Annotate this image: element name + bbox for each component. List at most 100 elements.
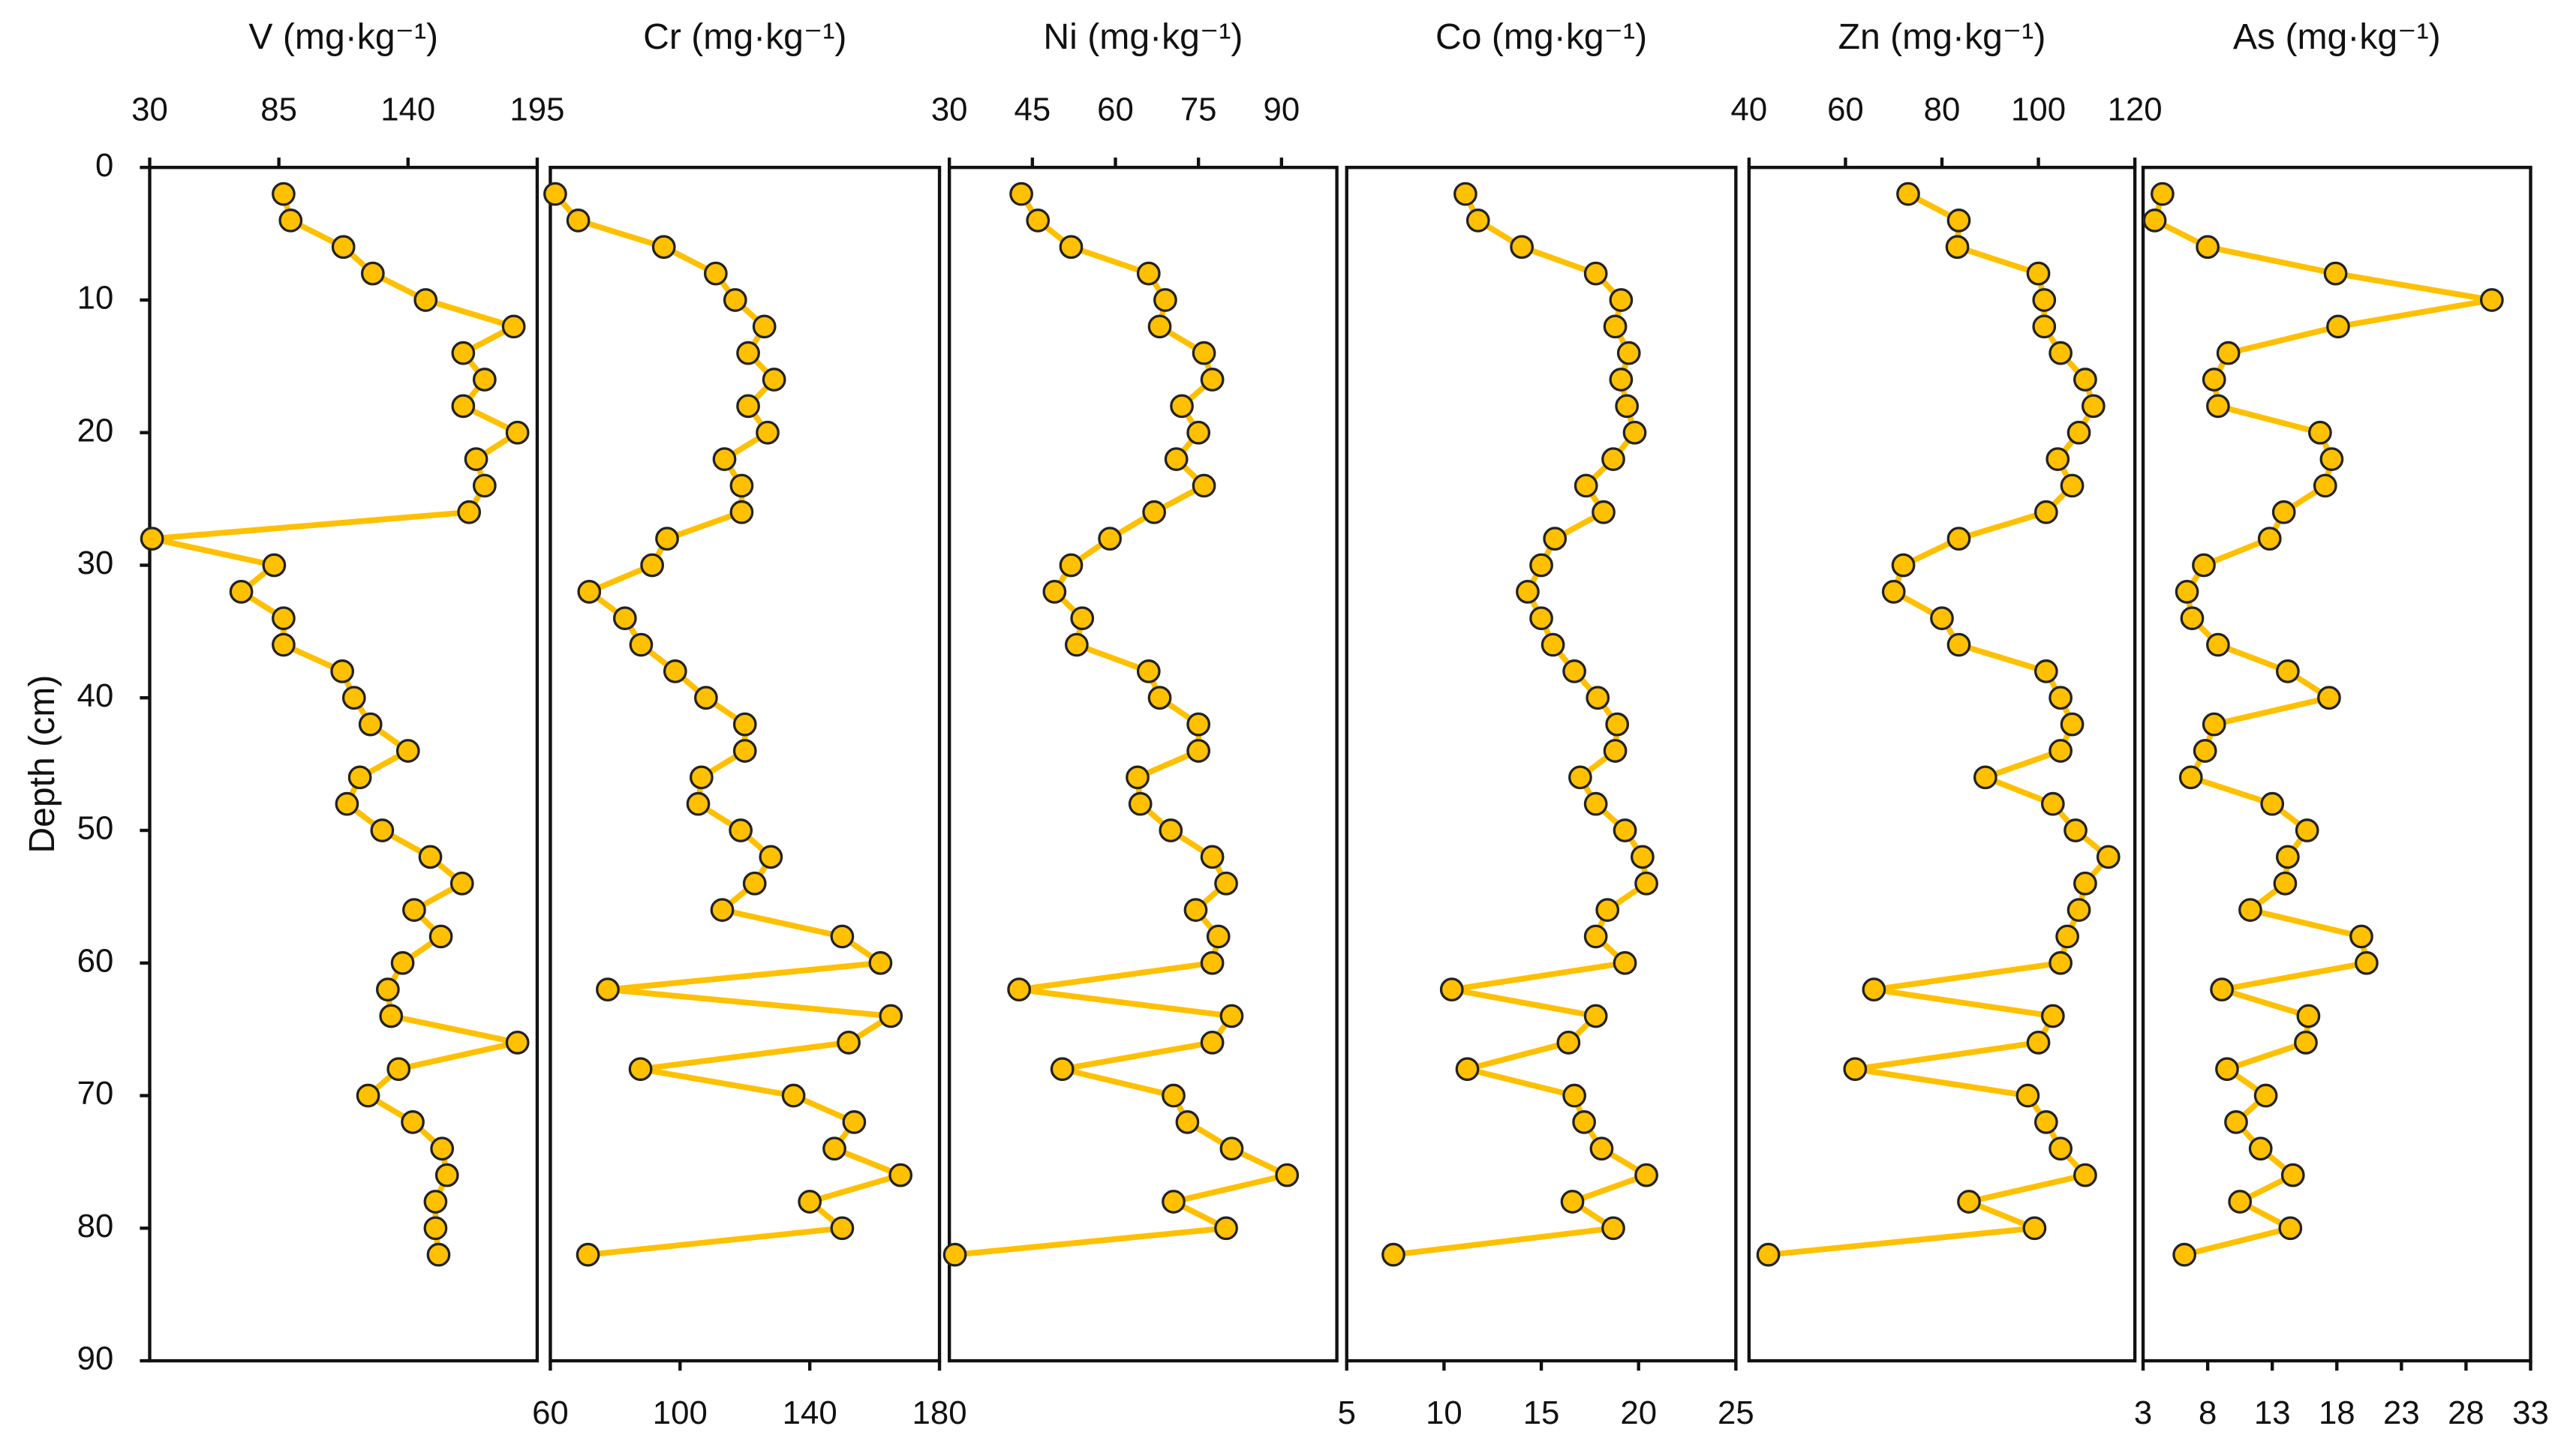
data-point (2253, 1083, 2278, 1108)
y-tick-label: 60 (77, 942, 114, 979)
data-point (1592, 500, 1616, 524)
data-point (2022, 1216, 2047, 1241)
data-point (1065, 632, 1089, 657)
data-point (1945, 235, 1970, 260)
data-point (1622, 420, 1647, 445)
data-point (386, 1057, 411, 1082)
data-point (942, 1242, 967, 1267)
data-point (1219, 1136, 1244, 1161)
data-point (2248, 1136, 2273, 1161)
panel-title: Ni (mg·kg⁻¹) (1043, 17, 1243, 57)
data-point (1455, 1057, 1480, 1082)
data-point (651, 235, 676, 260)
data-point (2048, 1136, 2073, 1161)
data-point (1843, 1057, 1868, 1082)
y-axis-label: Depth (cm) (22, 675, 62, 854)
data-point (2280, 1163, 2305, 1187)
data-point (543, 182, 567, 206)
data-point (830, 924, 855, 949)
data-point (2172, 1242, 2197, 1267)
data-point (1214, 1216, 1238, 1241)
data-point (1541, 632, 1565, 657)
data-point (736, 341, 760, 365)
data-point (868, 950, 893, 975)
data-point (566, 209, 591, 233)
x-tick-label: 195 (509, 91, 564, 128)
data-point (505, 1030, 530, 1055)
data-point (736, 394, 760, 419)
x-tick-label: 140 (783, 1394, 837, 1431)
x-tick-label: 18 (2319, 1394, 2355, 1431)
data-point (2067, 898, 2091, 922)
data-point (1186, 739, 1211, 763)
data-point (2295, 818, 2319, 842)
x-tick-label: 15 (1523, 1394, 1560, 1431)
x-tick-label: 5 (1338, 1394, 1356, 1431)
data-point (712, 447, 737, 471)
data-point (2073, 368, 2097, 392)
data-point (703, 261, 728, 286)
data-point (694, 686, 718, 710)
data-point (1007, 977, 1032, 1002)
data-point (426, 1242, 451, 1267)
data-point (2349, 924, 2373, 949)
data-point (1896, 182, 1920, 206)
data-point (2175, 579, 2199, 604)
data-point (1562, 1083, 1587, 1108)
data-point (732, 739, 757, 763)
data-point (2081, 394, 2106, 419)
x-tick-label: 60 (1827, 91, 1864, 128)
data-point (798, 1190, 822, 1214)
data-point (1136, 261, 1161, 286)
data-point (2032, 314, 2057, 339)
data-point (262, 553, 287, 578)
data-point (752, 314, 777, 339)
data-point (888, 1163, 913, 1187)
data-point (341, 686, 366, 710)
data-point (2273, 871, 2298, 896)
data-point (1516, 579, 1540, 604)
data-point (2275, 845, 2300, 869)
data-point (1465, 209, 1490, 233)
data-point (1128, 791, 1153, 816)
data-point (1200, 845, 1225, 869)
data-point (2479, 288, 2504, 312)
data-point (356, 1083, 380, 1108)
data-point (140, 527, 164, 551)
data-point (2015, 1083, 2040, 1108)
data-point (1070, 606, 1095, 631)
data-point (395, 739, 420, 763)
data-point (1147, 686, 1172, 710)
data-point (2308, 420, 2332, 445)
data-point (272, 606, 296, 631)
y-tick-label: 70 (77, 1075, 114, 1112)
data-point (2040, 791, 2065, 816)
data-point (1583, 261, 1608, 286)
data-point (1543, 527, 1568, 551)
x-tick-label: 90 (1264, 91, 1300, 128)
y-tick-label: 30 (77, 545, 114, 581)
data-point (781, 1083, 806, 1108)
data-point (1162, 1190, 1186, 1214)
data-point (1603, 314, 1628, 339)
x-tick-label: 3 (2134, 1394, 2152, 1431)
data-point (1605, 712, 1630, 737)
data-point (1098, 527, 1123, 551)
data-point (1183, 898, 1208, 922)
data-point (612, 606, 637, 631)
data-point (2192, 553, 2216, 578)
data-point (413, 288, 438, 312)
data-point (2224, 1110, 2248, 1134)
x-tick-label: 10 (1426, 1394, 1462, 1431)
x-tick-label: 100 (2011, 91, 2066, 128)
x-tick-label: 23 (2383, 1394, 2420, 1431)
x-tick-label: 80 (1924, 91, 1961, 128)
data-point (376, 977, 400, 1002)
data-point (1192, 341, 1216, 365)
data-point (501, 314, 526, 339)
data-point (2228, 1190, 2253, 1214)
panel-frame (947, 166, 1339, 1363)
data-point (756, 420, 780, 445)
data-point (347, 765, 372, 790)
